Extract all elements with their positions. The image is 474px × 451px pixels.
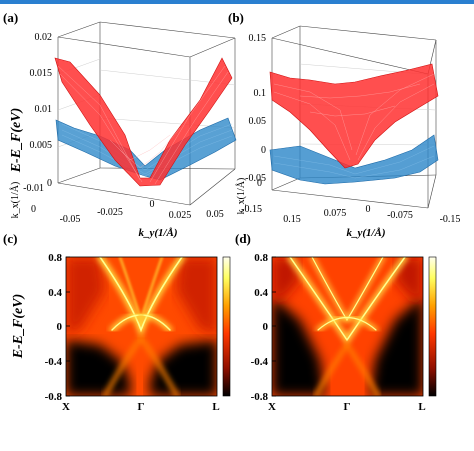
panel-a-red-surface [54,57,233,187]
panel-b-z-tick: -0.05 [245,173,266,184]
panel-a-z-tick: 0.02 [35,32,53,43]
panel-a-z-tick: 0.015 [30,68,53,79]
panel-d-y-tick: -0.4 [251,356,269,368]
panel-b-z-tick: 0.1 [254,88,267,99]
panel-a-z-label: E-E_F(eV) [9,108,24,174]
panel-b-y-tick: 0 [257,178,262,189]
panel-c-y-tick: 0 [57,321,63,333]
panel-b-z-tick: 0.05 [249,116,267,127]
panel-d-y-tick: -0.8 [251,391,269,403]
panel-a-surface-plot: (a) [3,10,237,239]
panel-d-y-tick: 0.8 [254,252,268,264]
panel-b-x-tick: -0.15 [440,214,461,225]
panel-b-x-tick: -0.075 [387,210,413,221]
panel-b-y-label: k_x(1/Å) [235,178,247,215]
panel-c-x-tick: L [212,401,219,413]
panel-b-x-label: k_y(1/Å) [346,227,385,239]
panel-a-x-tick: 0 [150,199,155,210]
panel-a-x-tick: 0.025 [169,210,192,221]
panel-b-red-surface [269,63,439,169]
panel-a-label: (a) [3,10,18,25]
panel-b-x-tick: 0.15 [283,214,301,225]
panel-c-y-tick: -0.4 [45,356,63,368]
panel-c-y-tick: 0.4 [48,287,62,299]
panel-b-x-tick: 0 [366,204,371,215]
top-accent-bar [0,0,474,4]
panel-d-y-tick: 0 [263,321,269,333]
panel-b-surface-plot: (b) [228,10,460,239]
panel-d-label: (d) [235,231,251,246]
panel-c-x-tick: X [62,401,70,413]
panel-c-label: (c) [3,231,17,246]
panel-d-spectral-function: (d) 0.8 [235,231,437,413]
panel-a-y-tick: -0.01 [23,183,44,194]
panel-a-y-tick: 0 [31,204,36,215]
panel-d-x-tick: L [418,401,425,413]
panel-d-x-tick: Γ [344,401,351,413]
panel-a-z-tick: 0 [47,178,52,189]
panel-a-x-tick: 0.05 [206,209,224,220]
panel-d-colorbar [428,256,437,397]
panel-b-x-tick: 0.075 [324,208,347,219]
panel-c-x-tick: Γ [138,401,145,413]
panel-c-colorbar [222,256,231,397]
panel-c-y-tick: 0.8 [48,252,62,264]
panel-c-y-tick: -0.8 [45,391,63,403]
panel-b-y-tick: -0.15 [241,204,262,215]
panel-a-x-tick: -0.025 [97,207,123,218]
panel-b-label: (b) [228,10,244,25]
panel-a-z-tick: 0.005 [30,140,53,151]
panel-b-z-tick: 0 [261,145,266,156]
figure: (a) [3,10,460,413]
panel-c-y-label: E-E_F(eV) [11,294,26,360]
panel-d-x-tick: X [268,401,276,413]
panel-a-x-label: k_y(1/Å) [138,227,177,239]
panel-a-x-tick: -0.05 [60,214,81,225]
panel-a-z-tick: 0.01 [35,104,53,115]
panel-b-z-tick: 0.15 [249,33,267,44]
panel-d-y-tick: 0.4 [254,287,268,299]
panel-a-blue-surface [55,117,237,181]
panel-a-y-label: k_x(1/Å) [9,182,21,219]
panel-c-spectral-function: (c) [3,231,231,413]
